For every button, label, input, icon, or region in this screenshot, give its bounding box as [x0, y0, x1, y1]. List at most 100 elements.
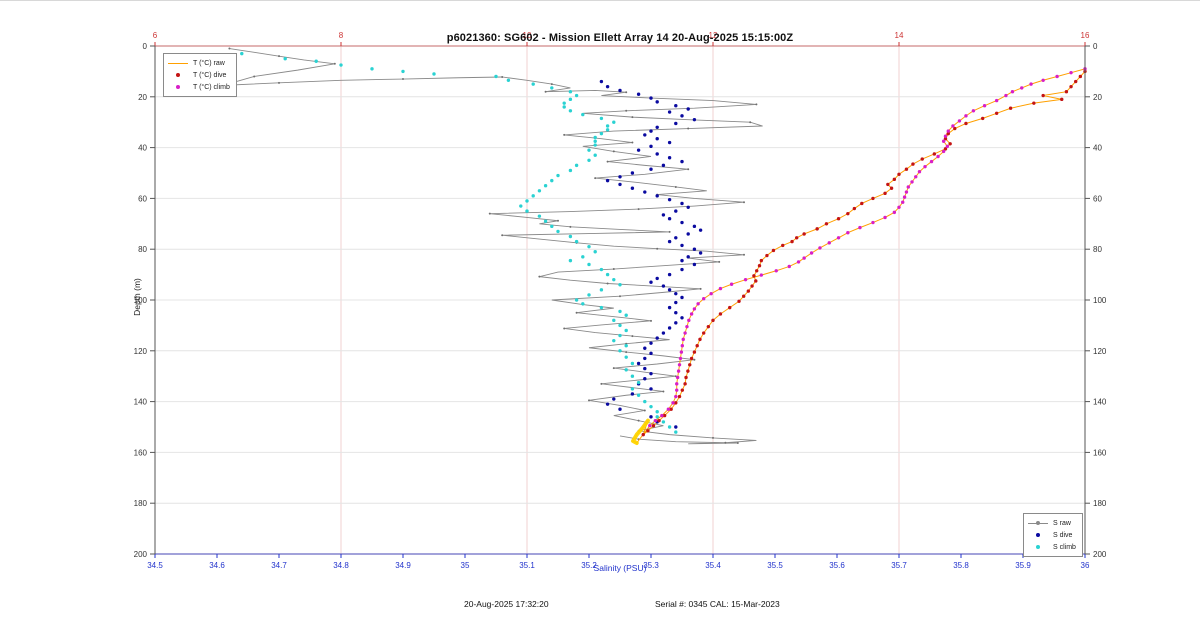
s-climb-point	[624, 344, 628, 348]
t-dive-point	[994, 111, 999, 116]
t-dive-point	[1064, 90, 1069, 94]
s-dive-point	[643, 346, 647, 350]
s-raw-marker	[662, 390, 665, 393]
s-dive-point	[643, 356, 647, 361]
s-dive-point	[661, 331, 666, 335]
t-climb-point	[675, 375, 680, 380]
s-climb-point	[525, 199, 529, 203]
depth-tick-label-left: 40	[138, 144, 147, 153]
s-dive-point	[643, 366, 647, 371]
s-dive-point	[667, 140, 672, 145]
depth-tick-label-left: 120	[134, 347, 148, 356]
s-dive-point	[649, 371, 653, 376]
s-dive-point	[674, 103, 678, 108]
t-dive-point	[871, 196, 875, 201]
s-raw-marker	[619, 295, 621, 298]
legend-item-t-raw: T (°C) raw	[168, 57, 230, 69]
s-raw-marker	[594, 177, 597, 180]
t-dive-point	[1060, 97, 1064, 102]
t-dive-point	[680, 388, 685, 392]
t-climb-point	[1020, 86, 1024, 90]
t-dive-point	[948, 142, 952, 146]
salinity-tick-label: 34.8	[333, 561, 349, 570]
s-raw-marker	[563, 133, 566, 136]
t-climb-point	[653, 418, 658, 423]
s-raw-marker	[612, 268, 615, 271]
s-dive-point	[618, 88, 622, 93]
t-dive-point	[964, 121, 968, 126]
t-dive-point	[737, 299, 741, 303]
s-raw-marker	[557, 219, 559, 222]
t-dive-point	[943, 147, 948, 151]
s-climb-point	[599, 288, 604, 292]
t-raw-line	[632, 68, 1086, 444]
legend-item-s-raw: S raw	[1028, 517, 1076, 529]
salinity-tick-label: 34.5	[147, 561, 163, 570]
s-climb-point	[519, 204, 523, 208]
s-dive-point	[649, 167, 653, 171]
s-raw-marker	[674, 185, 677, 188]
legend-item-s-dive: S dive	[1028, 529, 1076, 541]
s-climb-point	[568, 90, 573, 94]
t-dive-point	[662, 413, 667, 418]
s-dive-point	[692, 117, 697, 122]
t-climb-point	[994, 98, 999, 103]
t-dive-point	[706, 324, 711, 329]
t-climb-point	[1010, 90, 1015, 94]
depth-tick-label-left: 140	[134, 398, 148, 407]
t-climb-point	[796, 260, 801, 264]
s-dive-point	[643, 377, 647, 381]
s-raw-marker	[687, 127, 690, 130]
t-climb-point	[709, 291, 713, 296]
s-climb-point	[283, 57, 287, 61]
s-climb-point	[636, 393, 641, 397]
t-climb-point	[1069, 70, 1073, 75]
t-climb-point	[671, 401, 675, 405]
t-climb-point	[818, 246, 822, 250]
s-dive-point	[680, 201, 684, 206]
s-climb-point	[370, 67, 374, 71]
s-dive-point	[667, 156, 672, 160]
t-dive-point	[750, 284, 754, 288]
t-climb-point	[917, 170, 922, 174]
t-climb-point	[964, 114, 968, 118]
t-climb-point	[729, 282, 734, 286]
s-raw-marker	[253, 75, 256, 78]
s-climb-point	[587, 244, 591, 249]
s-climb-point	[618, 333, 622, 338]
t-climb-point	[759, 273, 764, 277]
s-climb-point	[624, 328, 628, 333]
t-dive-point	[683, 382, 687, 386]
t-climb-point	[914, 175, 918, 179]
salinity-tick-label: 34.9	[395, 561, 411, 570]
salinity-tick-label: 35.2	[581, 561, 597, 570]
t-dive-point	[674, 401, 678, 405]
s-dive-point	[674, 425, 678, 429]
s-raw-marker	[712, 436, 714, 439]
t-dive-point	[689, 356, 694, 361]
s-raw-marker	[625, 91, 628, 94]
s-climb-point	[587, 262, 591, 267]
temperature-tick-label: 6	[153, 31, 158, 40]
s-raw-marker	[625, 351, 628, 354]
salinity-tick-label: 35.4	[705, 561, 721, 570]
t-climb-point	[692, 307, 697, 311]
s-climb-point	[605, 128, 610, 132]
t-climb-point	[681, 337, 685, 342]
t-climb-point	[1055, 74, 1059, 79]
s-dive-dot-swatch-icon	[1028, 533, 1048, 537]
s-climb-point	[568, 258, 573, 263]
figure-title: p6021360: SG602 - Mission Ellett Array 1…	[446, 32, 794, 44]
s-dive-point	[618, 407, 622, 411]
t-raw-line-swatch-icon	[168, 62, 188, 64]
legend-item-label: T (°C) dive	[193, 71, 227, 79]
s-dive-point	[667, 110, 672, 114]
legend-salinity: S raw S dive S climb	[1023, 513, 1083, 557]
t-climb-point	[648, 424, 652, 428]
s-climb-point	[624, 368, 628, 372]
salinity-tick-label: 35.5	[767, 561, 783, 570]
s-dive-point	[680, 316, 684, 320]
t-climb-point	[680, 344, 685, 348]
s-raw-marker	[625, 109, 628, 112]
s-climb-point	[581, 255, 585, 259]
